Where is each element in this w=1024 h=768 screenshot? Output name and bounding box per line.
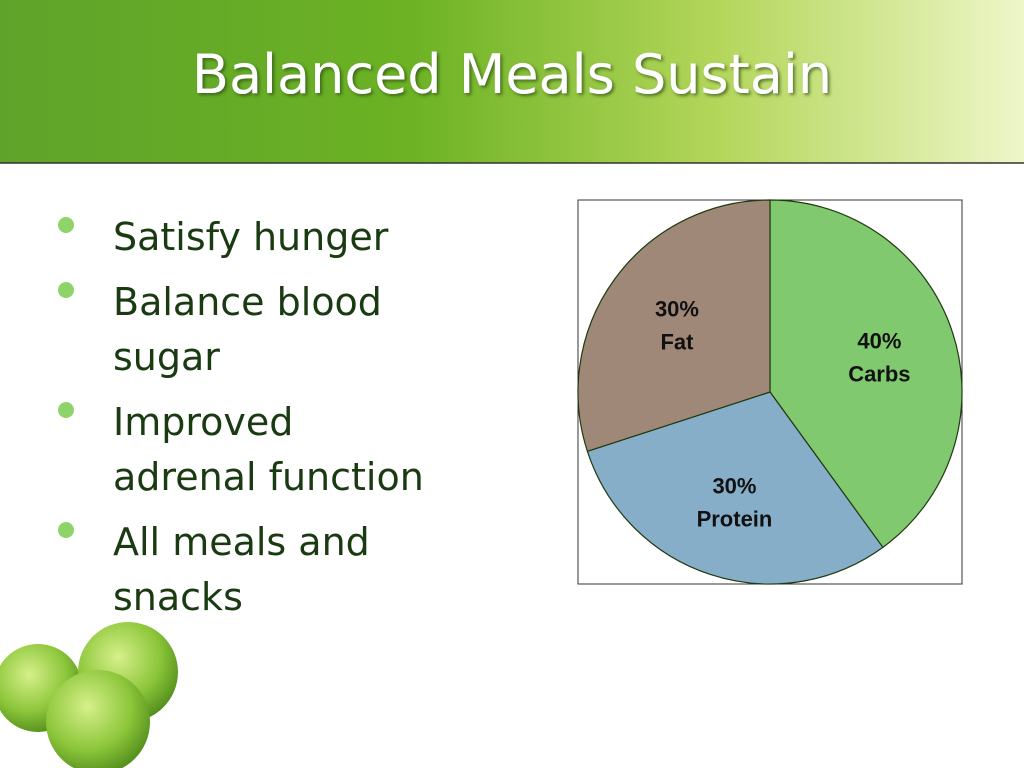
pie-chart: 40% Carbs 30% Protein 30% Fat [577, 199, 963, 585]
slice-value-label: 40% [857, 328, 901, 353]
pie-slice [586, 391, 884, 585]
bullet-dot [58, 217, 74, 233]
bullet-text: Satisfy hunger [113, 215, 389, 259]
bullet-text: Balance blood [113, 280, 382, 324]
slice-value-label: 30% [712, 473, 756, 498]
bullet-text: sugar [113, 335, 220, 379]
bullet-dot [58, 522, 74, 538]
bullet-text: Improved [113, 400, 293, 444]
pie-slice [769, 199, 963, 549]
pie-slice [577, 199, 771, 453]
bullet-dot [58, 402, 74, 418]
slide-title: Balanced Meals Sustain [192, 43, 832, 106]
bullet-text: adrenal function [113, 455, 424, 499]
slice-category-label: Carbs [848, 361, 910, 386]
apples [0, 622, 178, 768]
header-band [0, 0, 1024, 163]
slice-value-label: 30% [655, 296, 699, 321]
bullet-dot [58, 282, 74, 298]
bullet-list: Satisfy hunger Balance blood sugar Improved… [58, 215, 424, 619]
bullet-text: snacks [113, 575, 243, 619]
slice-category-label: Protein [697, 506, 773, 531]
slice-category-label: Fat [660, 329, 694, 354]
apple [46, 670, 150, 768]
bullet-text: All meals and [113, 520, 370, 564]
